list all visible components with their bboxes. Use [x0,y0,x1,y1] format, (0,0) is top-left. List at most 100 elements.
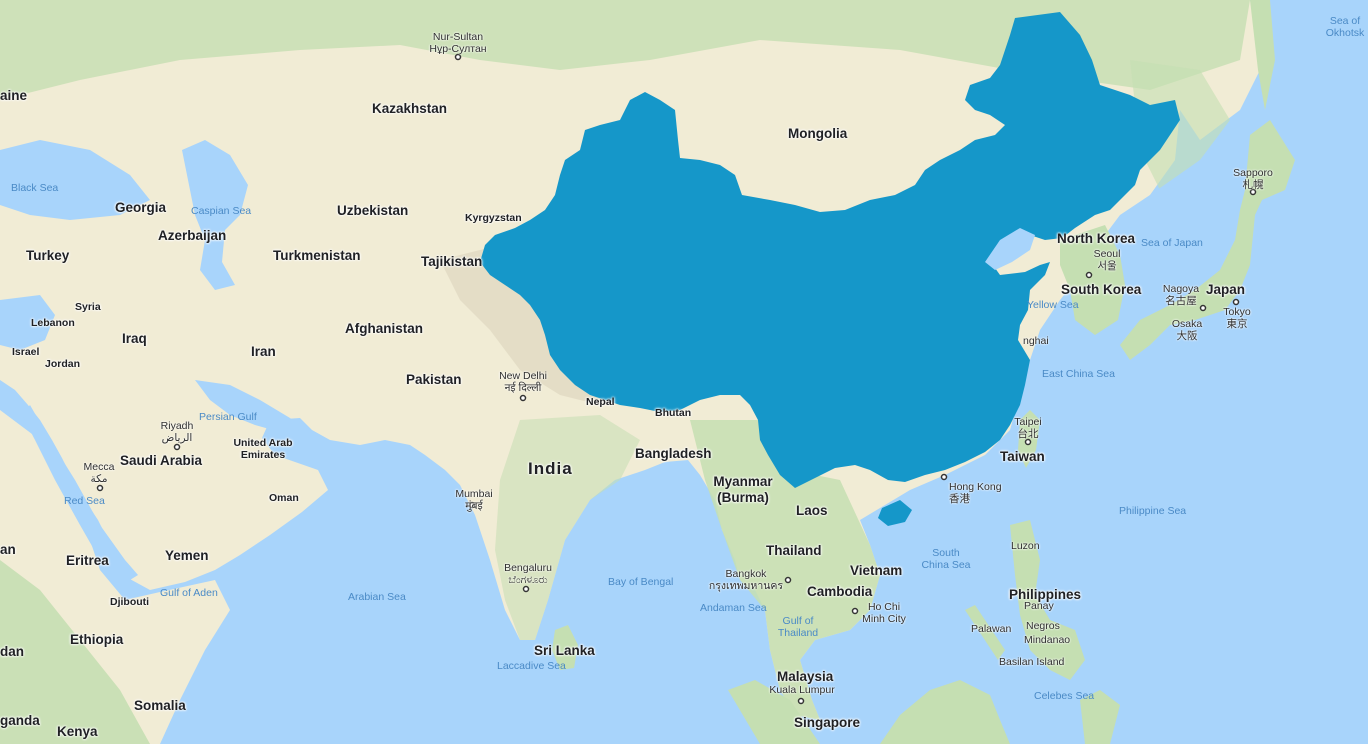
marker-kuala-lumpur[interactable] [797,697,805,705]
label-georgia: Georgia [115,200,167,215]
label-gulf-of-thailand-line1: Gulf of [782,615,814,627]
china-highlight[interactable] [480,12,1180,488]
label-new-delhi-local: नई दिल्ली [504,382,542,395]
marker-new-delhi[interactable] [519,394,527,402]
label-myanmar-line2: (Burma) [717,489,769,505]
marker-bengaluru[interactable] [522,585,530,593]
label-bangkok-local: กรุงเทพมหานคร [708,580,784,593]
label-cambodia: Cambodia [807,584,873,599]
marker-mumbai[interactable] [468,501,476,509]
label-mecca-name: Mecca [83,461,115,473]
marker-nagoya[interactable] [1199,304,1207,312]
label-gulf-of-thailand: Gulf of Thailand [778,615,818,639]
label-india: India [528,459,573,478]
label-somalia: Somalia [134,698,186,713]
label-saudi-arabia: Saudi Arabia [120,453,203,468]
label-ethiopia: Ethiopia [70,632,124,647]
marker-ho-chi-minh[interactable] [851,607,859,615]
label-mongolia: Mongolia [788,126,848,141]
label-mumbai-local: मुंबई [465,500,483,513]
marker-seoul[interactable] [1085,271,1093,279]
label-bangkok: Bangkok กรุงเทพมหานคร [709,568,783,592]
label-nagoya: Nagoya 名古屋 [1163,283,1199,307]
land-korea [1060,225,1125,335]
land-japan [1120,120,1295,360]
label-kazakhstan: Kazakhstan [372,101,448,116]
label-mecca-local: مكة [90,473,108,486]
label-thailand: Thailand [766,543,822,558]
label-seoul-name: Seoul [1093,248,1121,260]
label-andaman-sea: Andaman Sea [700,602,767,614]
label-hong-kong-name: Hong Kong [949,481,1002,493]
label-black-sea: Black Sea [11,182,59,194]
label-tajikistan: Tajikistan [421,254,483,269]
label-kyrgyzstan: Kyrgyzstan [465,212,522,224]
label-bangladesh: Bangladesh [635,446,712,461]
marker-nur-sultan[interactable] [454,53,462,61]
marker-bangkok[interactable] [784,576,792,584]
city-markers [96,53,1257,705]
label-kuala-lumpur: Kuala Lumpur [769,684,835,696]
label-iran: Iran [251,344,276,359]
label-sea-of-japan: Sea of Japan [1141,237,1203,249]
land-green-manchuria [1130,60,1230,190]
label-taipei: Taipei 台北 [1014,416,1041,440]
label-bay-of-bengal: Bay of Bengal [608,576,674,588]
label-sea-of-okhotsk-line2: Okhotsk [1325,27,1365,40]
label-shanghai: nghai [1023,335,1049,347]
label-seoul-local: 서울 [1097,260,1117,273]
land-sakhalin [1250,0,1275,110]
marker-mecca[interactable] [96,484,104,492]
label-sea-of-okhotsk-line1: Sea of [1329,15,1361,27]
sea-of-japan [1120,150,1270,300]
label-taipei-local: 台北 [1017,428,1039,441]
marker-hong-kong[interactable] [940,473,948,481]
label-osaka-name: Osaka [1171,318,1203,330]
label-uae: United Arab Emirates [233,437,292,461]
label-east-china-sea: East China Sea [1042,368,1115,380]
label-nepal: Nepal [586,396,615,408]
label-palawan: Palawan [971,623,1012,635]
land-sulawesi [1080,690,1120,744]
label-gulf-of-aden: Gulf of Aden [160,587,218,599]
land-green-southeast-asia [690,420,880,720]
label-sri-lanka: Sri Lanka [534,643,595,658]
label-pakistan: Pakistan [406,372,462,387]
label-mumbai-name: Mumbai [455,488,493,500]
bohai-sea [985,228,1035,270]
label-djibouti: Djibouti [110,596,150,608]
label-basilan: Basilan Island [999,656,1065,668]
label-vietnam: Vietnam [850,563,903,578]
land-philippines [1010,520,1085,680]
label-ukraine: aine [0,88,28,103]
marker-riyadh[interactable] [173,443,181,451]
label-seoul: Seoul 서울 [1094,248,1121,272]
label-caspian-sea: Caspian Sea [191,205,252,217]
label-laccadive-sea: Laccadive Sea [497,660,566,672]
label-south-sudan: dan [0,644,25,659]
land-sri-lanka [552,625,578,670]
label-bengaluru: Bengaluru ಬೆಂಗಳೂರು [504,562,552,586]
label-eritrea: Eritrea [66,553,109,568]
marker-tokyo[interactable] [1232,298,1240,306]
label-taipei-name: Taipei [1014,416,1042,428]
label-nur-sultan: Nur-Sultan Нұр-Султан [429,31,486,55]
land-green-india [495,415,640,640]
label-uae-line2: Emirates [240,449,286,462]
label-singapore: Singapore [794,715,861,730]
marker-sapporo[interactable] [1249,188,1257,196]
marker-taipei[interactable] [1024,438,1032,446]
label-hong-kong-local: 香港 [949,493,970,506]
label-nur-sultan-local: Нұр-Султан [429,43,487,56]
label-nur-sultan-name: Nur-Sultan [432,31,484,43]
label-israel: Israel [12,346,40,358]
label-new-delhi: New Delhi नई दिल्ली [499,370,547,394]
label-nagoya-local: 名古屋 [1165,295,1197,308]
label-luzon: Luzon [1011,540,1040,552]
red-sea [22,405,138,585]
label-uzbekistan: Uzbekistan [337,203,409,218]
label-nagoya-name: Nagoya [1162,283,1200,295]
label-ho-chi-minh: Ho Chi Minh City [862,601,906,625]
label-yemen: Yemen [165,548,209,563]
